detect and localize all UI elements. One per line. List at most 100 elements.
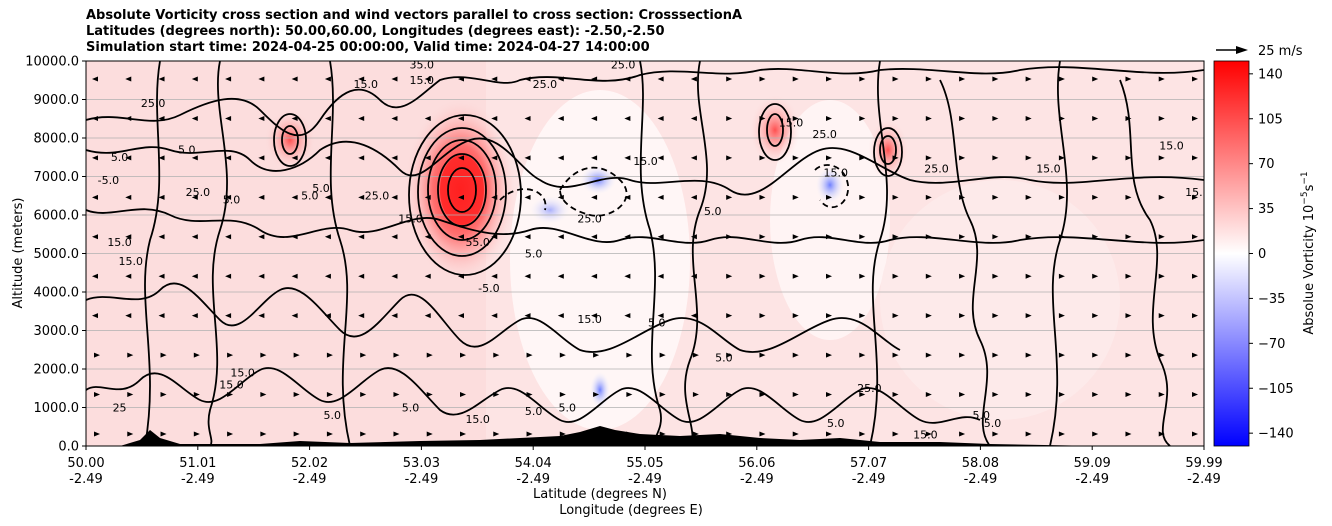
wind-vector-arrow: [326, 392, 333, 398]
wind-vector-arrow: [792, 115, 799, 121]
wind-vector-arrow: [1158, 194, 1165, 200]
wind-vector-arrow: [659, 392, 666, 398]
wind-vector-arrow: [959, 76, 966, 82]
wind-vector-arrow: [260, 392, 267, 398]
wind-vector-arrow: [690, 76, 697, 82]
wind-vector-arrow: [692, 431, 699, 437]
wind-vector-arrow: [360, 431, 367, 437]
wind-vector-arrow: [293, 392, 300, 398]
wind-vector-arrow: [1158, 76, 1165, 82]
wind-vector-arrow: [1025, 431, 1032, 437]
wind-vector-arrow: [460, 392, 466, 398]
x-tick-label-longitude: -2.49: [1187, 472, 1221, 487]
wind-vector-arrow: [92, 313, 98, 319]
colorbar-tick-label: −35: [1258, 292, 1285, 307]
wind-vector-arrow: [726, 431, 733, 437]
x-axis: 50.00-2.4951.01-2.4952.02-2.4953.03-2.49…: [67, 446, 1223, 487]
wind-vector-arrow: [959, 194, 966, 200]
x-tick-label-latitude: 56.06: [738, 456, 775, 471]
wind-vector-arrow: [591, 234, 598, 240]
wind-vector-arrow: [458, 273, 464, 279]
wind-vector-arrow: [1025, 392, 1032, 398]
wind-vector-arrow: [326, 431, 333, 437]
contour-lines: [86, 61, 1204, 446]
wind-vector-arrow: [493, 431, 500, 437]
wind-vector-arrow: [1125, 352, 1132, 358]
wind-vector-arrow: [393, 352, 400, 358]
wind-vector-arrow: [291, 234, 298, 240]
wind-vector-arrow: [524, 273, 531, 279]
wind-vector-arrow: [524, 194, 531, 200]
wind-vector-arrow: [160, 352, 167, 358]
contour-label: 15.0: [398, 213, 423, 226]
wind-vector-arrow: [925, 273, 932, 279]
wind-vector-arrow: [193, 431, 200, 437]
wind-vector-arrow: [393, 431, 400, 437]
x-tick-label-latitude: 58.08: [962, 456, 999, 471]
wind-vector-arrow: [1092, 431, 1099, 437]
wind-vector-arrow: [759, 273, 766, 279]
wind-vector-arrow: [125, 313, 132, 319]
wind-vector-arrow: [358, 76, 365, 82]
wind-vector-arrow: [125, 234, 132, 240]
x-tick-label-longitude: -2.49: [181, 472, 215, 487]
wind-vector-arrow: [726, 273, 733, 279]
wind-vector-arrow: [624, 115, 631, 121]
wind-vector-arrow: [358, 155, 365, 161]
wind-vector-arrow: [324, 194, 331, 200]
wind-vector-arrow: [826, 431, 832, 437]
contour-label: 15.0: [107, 236, 132, 249]
y-tick-label: 4000.0: [34, 286, 80, 301]
contour-label: 25.0: [611, 59, 636, 72]
wind-vector-arrow: [726, 115, 733, 121]
contour-label: 15.0: [779, 116, 804, 129]
wind-vector-arrow: [892, 76, 899, 82]
wind-vector-arrow: [127, 431, 134, 437]
wind-vector-arrow: [191, 115, 198, 121]
wind-vector-arrow: [458, 115, 464, 121]
y-axis-label: Altitude (meters): [11, 198, 26, 309]
wind-vector-arrow: [191, 234, 198, 240]
wind-vector-arrow: [1058, 273, 1065, 279]
wind-vector-arrow: [624, 155, 631, 161]
wind-vector-arrow: [892, 155, 899, 161]
contour-label: 5.0: [178, 143, 196, 156]
wind-vector-arrow: [125, 155, 132, 161]
wind-vector-arrow: [92, 76, 98, 82]
wind-vector-arrow: [792, 313, 799, 319]
wind-vector-arrow: [559, 392, 566, 398]
contour-label: 25.0: [577, 213, 602, 226]
wind-vector-arrow: [859, 313, 866, 319]
wind-vector-arrow: [690, 273, 697, 279]
wind-vector-arrow: [227, 352, 234, 358]
chart-title-line-1: Absolute Vorticity cross section and win…: [86, 8, 743, 23]
wind-vector-arrow: [1092, 155, 1099, 161]
wind-vector-arrow: [759, 234, 766, 240]
contour-label: 15.0: [577, 313, 602, 326]
wind-vector-arrow: [258, 313, 265, 319]
wind-vector-arrow: [593, 431, 600, 437]
wind-vector-arrow: [391, 234, 398, 240]
contour-label: 25.0: [857, 382, 882, 395]
contour-label: 15.0: [1159, 140, 1184, 153]
wind-vector-arrow: [591, 76, 598, 82]
wind-vector-arrow: [258, 115, 265, 121]
wind-vector-arrow: [826, 273, 832, 279]
wind-vector-arrow: [1092, 313, 1099, 319]
wind-vector-arrow: [1158, 115, 1165, 121]
wind-vector-arrow: [1025, 194, 1032, 200]
colorbar-tick-label: 0: [1258, 247, 1266, 262]
y-tick-label: 10000.0: [25, 55, 79, 70]
wind-vector-arrow: [925, 392, 932, 398]
wind-vector-arrow: [626, 352, 633, 358]
wind-vector-arrow: [158, 234, 165, 240]
x-tick-label-latitude: 51.01: [179, 456, 216, 471]
wind-vector-arrow: [1158, 273, 1165, 279]
wind-vector-arrow: [92, 115, 98, 121]
wind-vector-arrow: [1025, 155, 1032, 161]
x-tick-label-longitude: -2.49: [69, 472, 103, 487]
wind-vector-arrow: [1158, 352, 1165, 358]
contour-label: 15.: [1185, 186, 1203, 199]
wind-vector-arrow: [892, 273, 899, 279]
wind-vector-arrow: [491, 273, 498, 279]
